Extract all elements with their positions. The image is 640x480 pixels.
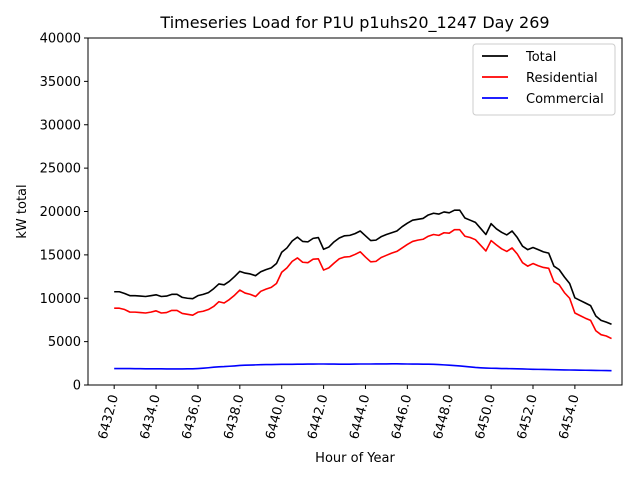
chart-title: Timeseries Load for P1U p1uhs20_1247 Day… bbox=[159, 13, 549, 33]
legend: Total Residential Commercial bbox=[472, 43, 616, 116]
y-tick-label: 20000 bbox=[40, 205, 81, 220]
y-tick-label: 40000 bbox=[40, 32, 81, 47]
y-tick-label: 0 bbox=[73, 379, 81, 394]
legend-label-commercial: Commercial bbox=[526, 92, 604, 107]
legend-box bbox=[472, 43, 616, 116]
series-line-total bbox=[114, 209, 612, 326]
y-tick-label: 10000 bbox=[40, 292, 81, 307]
series-line-commercial bbox=[114, 363, 612, 372]
y-tick-label: 30000 bbox=[40, 118, 81, 133]
legend-label-total: Total bbox=[525, 50, 556, 65]
y-axis-label: kW total bbox=[15, 184, 30, 238]
y-tick-label: 35000 bbox=[40, 75, 81, 90]
y-tick-label: 5000 bbox=[48, 335, 81, 350]
series-layer bbox=[114, 209, 612, 372]
y-tick-label: 15000 bbox=[40, 248, 81, 263]
legend-label-residential: Residential bbox=[526, 71, 598, 86]
y-axis: 0 5000 10000 15000 20000 25000 30000 35000 40000 bbox=[40, 32, 88, 394]
y-tick-label: 25000 bbox=[40, 162, 81, 177]
series-line-residential bbox=[114, 228, 612, 340]
x-axis-label: Hour of Year bbox=[315, 451, 395, 466]
